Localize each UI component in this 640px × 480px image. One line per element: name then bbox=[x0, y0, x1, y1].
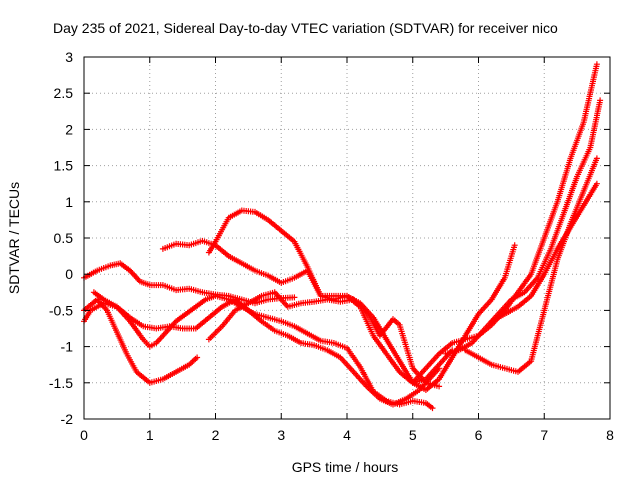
series-track-5 bbox=[81, 296, 201, 386]
series-markers bbox=[462, 155, 600, 375]
series-track-6 bbox=[90, 289, 436, 412]
y-tick-label: 1 bbox=[65, 194, 73, 210]
series-line bbox=[162, 240, 516, 392]
chart-title: Day 235 of 2021, Sidereal Day-to-day VTE… bbox=[53, 20, 558, 36]
series-line bbox=[208, 209, 453, 384]
series-line bbox=[464, 158, 598, 373]
series-markers bbox=[81, 296, 201, 386]
y-tick-label: -1.5 bbox=[49, 375, 73, 391]
y-tick-label: 0.5 bbox=[54, 230, 74, 246]
x-tick-label: 4 bbox=[343, 427, 351, 443]
series-line bbox=[83, 262, 295, 304]
series-track-9 bbox=[442, 97, 604, 357]
y-tick-label: 3 bbox=[65, 49, 73, 65]
x-tick-label: 8 bbox=[606, 427, 614, 443]
y-tick-label: 2 bbox=[65, 121, 73, 137]
y-tick-label: -2 bbox=[61, 411, 74, 427]
x-tick-label: 7 bbox=[540, 427, 548, 443]
series-track-7 bbox=[205, 289, 443, 390]
series-markers bbox=[442, 97, 604, 357]
series-track-3 bbox=[205, 207, 456, 386]
series-markers bbox=[81, 260, 298, 307]
y-tick-label: 1.5 bbox=[54, 158, 74, 174]
y-tick-label: 2.5 bbox=[54, 85, 74, 101]
x-tick-label: 3 bbox=[277, 427, 285, 443]
x-tick-label: 0 bbox=[80, 427, 88, 443]
x-tick-label: 2 bbox=[212, 427, 220, 443]
x-tick-label: 5 bbox=[409, 427, 417, 443]
series-markers bbox=[488, 180, 600, 325]
series-track-11 bbox=[488, 180, 600, 325]
y-tick-label: -0.5 bbox=[49, 302, 73, 318]
series-track-10 bbox=[462, 155, 600, 375]
series-track-1 bbox=[81, 260, 298, 307]
x-axis-label: GPS time / hours bbox=[292, 459, 399, 475]
x-tick-label: 1 bbox=[146, 427, 154, 443]
axes: 0 1 2 3 4 5 6 7 8 -2 -1.5 -1 -0.5 0 0.5 1 1.5 2 2.5 3 bbox=[49, 49, 614, 443]
series-markers bbox=[90, 289, 436, 412]
data-series bbox=[81, 61, 604, 412]
y-tick-label: -1 bbox=[61, 339, 74, 355]
y-axis-label: SDTVAR / TECUs bbox=[6, 182, 22, 294]
x-tick-label: 6 bbox=[475, 427, 483, 443]
y-tick-label: 0 bbox=[65, 266, 73, 282]
series-markers bbox=[205, 289, 443, 390]
